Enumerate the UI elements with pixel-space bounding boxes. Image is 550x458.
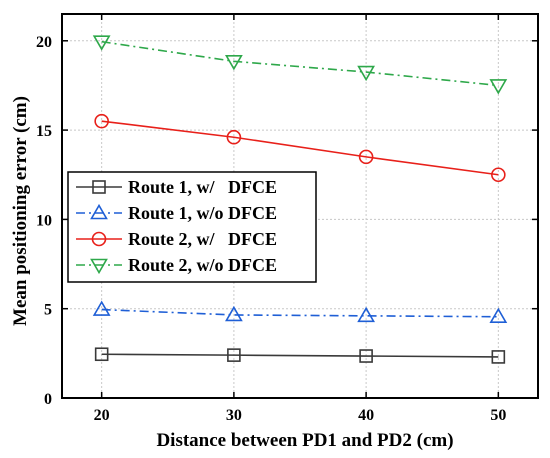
series-2: [94, 302, 506, 322]
y-tick-label: 20: [36, 34, 52, 51]
legend-label: Route 1, w/o DFCE: [128, 203, 277, 223]
x-tick-label: 40: [358, 407, 374, 424]
y-tick-label: 5: [44, 302, 52, 319]
legend-label: Route 1, w/ DFCE: [128, 177, 277, 197]
series-line: [102, 121, 499, 175]
y-axis-title: Mean positioning error (cm): [10, 96, 31, 326]
y-tick-label: 10: [36, 212, 52, 229]
series-line: [102, 310, 499, 317]
x-tick-label: 20: [94, 407, 110, 424]
series-1: [96, 348, 505, 363]
legend: Route 1, w/ DFCE Route 1, w/o DFCE Route 2…: [68, 172, 316, 282]
y-tick-label: 0: [44, 391, 52, 408]
x-tick-label: 50: [490, 407, 506, 424]
series-4: [94, 36, 506, 93]
legend-label: Route 2, w/ DFCE: [128, 229, 277, 249]
y-tick-label: 15: [36, 123, 52, 140]
series-line: [102, 354, 499, 357]
x-axis-title: Distance between PD1 and PD2 (cm): [156, 430, 453, 451]
x-tick-label: 30: [226, 407, 242, 424]
series-line: [102, 42, 499, 86]
legend-label: Route 2, w/o DFCE: [128, 255, 277, 275]
